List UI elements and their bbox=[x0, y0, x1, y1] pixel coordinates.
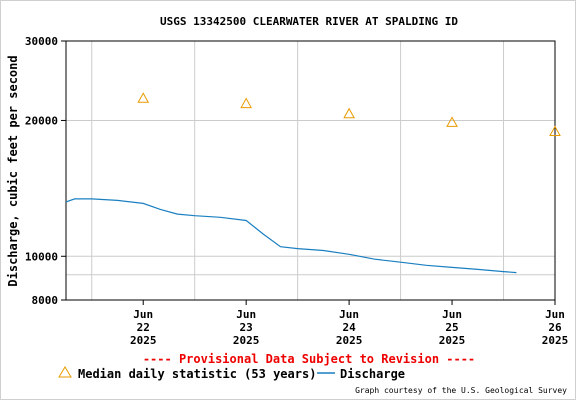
y-tick-label: 30000 bbox=[25, 35, 58, 48]
legend-discharge-label: Discharge bbox=[340, 367, 405, 381]
x-axis-ticks: Jun222025Jun232025Jun242025Jun252025Jun2… bbox=[130, 300, 568, 347]
y-tick-label: 8000 bbox=[32, 294, 59, 307]
median-marker bbox=[240, 97, 253, 109]
x-tick-label: 2025 bbox=[542, 334, 569, 347]
x-tick-label: 2025 bbox=[439, 334, 466, 347]
x-tick-label: 2025 bbox=[336, 334, 363, 347]
chart-title: USGS 13342500 CLEARWATER RIVER AT SPALDI… bbox=[160, 15, 458, 28]
x-tick-label: Jun bbox=[339, 308, 359, 321]
x-tick-label: Jun bbox=[236, 308, 256, 321]
plot-border bbox=[65, 40, 556, 301]
data-series bbox=[65, 92, 561, 274]
y-axis-label: Discharge, cubic feet per second bbox=[6, 55, 20, 286]
x-tick-label: 23 bbox=[240, 321, 253, 334]
legend-median-label: Median daily statistic (53 years) bbox=[78, 367, 316, 381]
credit-text: Graph courtesy of the U.S. Geological Su… bbox=[355, 386, 567, 395]
median-marker bbox=[343, 107, 355, 119]
legend-triangle-icon bbox=[58, 366, 72, 378]
x-tick-label: 24 bbox=[342, 321, 356, 334]
provisional-notice: ---- Provisional Data Subject to Revisio… bbox=[143, 352, 475, 366]
gridlines bbox=[66, 41, 555, 300]
x-tick-label: 25 bbox=[445, 321, 458, 334]
x-tick-label: Jun bbox=[133, 308, 153, 321]
x-tick-label: Jun bbox=[442, 308, 462, 321]
x-tick-label: 26 bbox=[548, 321, 562, 334]
legend: Median daily statistic (53 years) Discha… bbox=[58, 366, 405, 381]
median-marker bbox=[549, 125, 561, 137]
y-tick-label: 10000 bbox=[25, 250, 58, 263]
median-marker bbox=[446, 116, 458, 127]
x-tick-label: Jun bbox=[545, 308, 565, 321]
x-tick-label: 2025 bbox=[233, 334, 260, 347]
median-marker bbox=[137, 92, 150, 103]
discharge-line bbox=[65, 198, 517, 274]
x-tick-label: 22 bbox=[137, 321, 150, 334]
y-axis-ticks: 8000 10000 20000 30000 bbox=[25, 35, 66, 307]
x-tick-label: 2025 bbox=[130, 334, 157, 347]
plot-area bbox=[66, 41, 555, 300]
y-tick-label: 20000 bbox=[25, 114, 58, 127]
